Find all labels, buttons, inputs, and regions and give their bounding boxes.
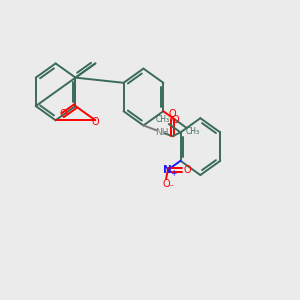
- Text: O: O: [184, 165, 191, 175]
- Text: ⁻: ⁻: [169, 183, 174, 193]
- Text: O: O: [171, 115, 179, 124]
- Text: CH₃: CH₃: [155, 115, 170, 124]
- Text: CH₃: CH₃: [185, 128, 199, 136]
- Text: O: O: [92, 117, 99, 127]
- Text: +: +: [170, 169, 176, 178]
- Text: O: O: [59, 109, 67, 119]
- Text: N: N: [164, 165, 172, 175]
- Text: O: O: [162, 179, 170, 189]
- Text: O: O: [169, 109, 176, 119]
- Text: NH: NH: [155, 128, 168, 136]
